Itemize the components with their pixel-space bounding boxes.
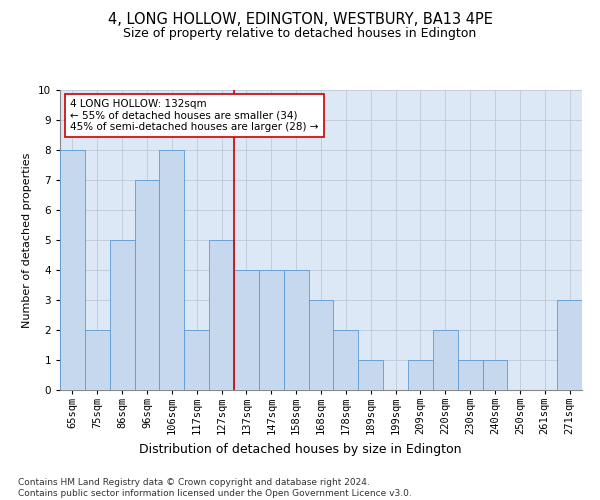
Bar xyxy=(433,330,458,390)
Bar xyxy=(408,360,433,390)
Bar xyxy=(234,270,259,390)
Bar xyxy=(308,300,334,390)
Bar xyxy=(184,330,209,390)
Bar xyxy=(358,360,383,390)
Bar xyxy=(284,270,308,390)
Bar xyxy=(557,300,582,390)
Bar xyxy=(134,180,160,390)
Bar xyxy=(209,240,234,390)
Bar xyxy=(334,330,358,390)
Bar xyxy=(160,150,184,390)
Text: 4 LONG HOLLOW: 132sqm
← 55% of detached houses are smaller (34)
45% of semi-deta: 4 LONG HOLLOW: 132sqm ← 55% of detached … xyxy=(70,99,319,132)
Bar xyxy=(110,240,134,390)
Bar xyxy=(259,270,284,390)
Bar xyxy=(458,360,482,390)
Text: Distribution of detached houses by size in Edington: Distribution of detached houses by size … xyxy=(139,442,461,456)
Bar xyxy=(85,330,110,390)
Text: Contains HM Land Registry data © Crown copyright and database right 2024.
Contai: Contains HM Land Registry data © Crown c… xyxy=(18,478,412,498)
Bar xyxy=(482,360,508,390)
Text: Size of property relative to detached houses in Edington: Size of property relative to detached ho… xyxy=(124,28,476,40)
Text: 4, LONG HOLLOW, EDINGTON, WESTBURY, BA13 4PE: 4, LONG HOLLOW, EDINGTON, WESTBURY, BA13… xyxy=(107,12,493,28)
Bar xyxy=(60,150,85,390)
Y-axis label: Number of detached properties: Number of detached properties xyxy=(22,152,32,328)
